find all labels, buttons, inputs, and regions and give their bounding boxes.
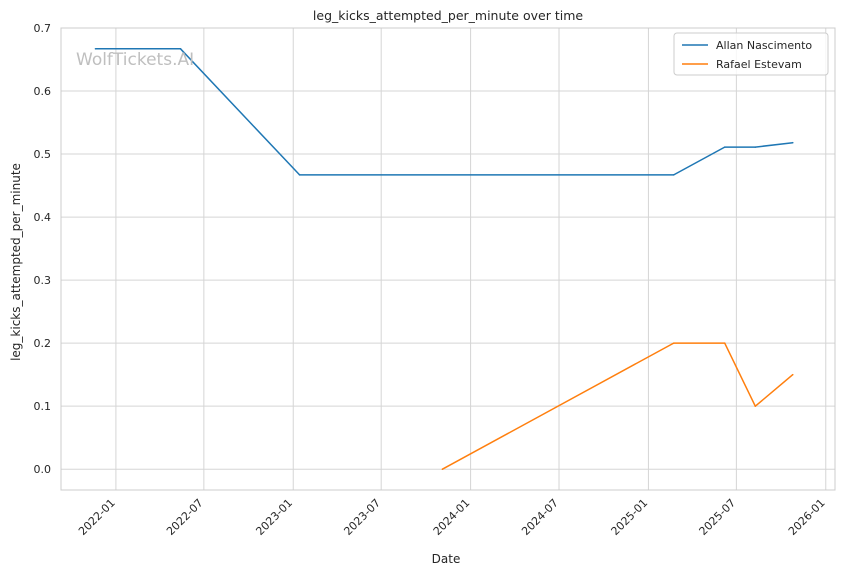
series-lines bbox=[94, 47, 794, 471]
data-point bbox=[298, 174, 301, 176]
data-point bbox=[179, 47, 182, 50]
y-tick-label: 0.0 bbox=[34, 463, 52, 476]
y-tick-label: 0.4 bbox=[34, 211, 52, 224]
legend-box bbox=[673, 32, 829, 76]
plot-area-frame bbox=[60, 27, 836, 491]
data-point bbox=[94, 47, 97, 50]
data-point bbox=[754, 146, 757, 148]
data-point bbox=[791, 373, 794, 376]
data-point bbox=[754, 405, 757, 407]
data-point bbox=[441, 468, 444, 471]
data-point bbox=[723, 342, 726, 344]
y-axis-label: leg_kicks_attempted_per_minute bbox=[9, 163, 23, 361]
y-tick-label: 0.6 bbox=[34, 85, 52, 98]
legend-label-allan-nascimento: Allan Nascimento bbox=[716, 39, 812, 52]
y-tick-label: 0.3 bbox=[34, 274, 52, 287]
data-point bbox=[723, 146, 726, 148]
y-tick-label: 0.7 bbox=[34, 22, 52, 35]
x-axis-label: Date bbox=[432, 552, 461, 566]
y-tick-label: 0.5 bbox=[34, 148, 52, 161]
y-tick-label: 0.1 bbox=[34, 400, 52, 413]
grid-lines bbox=[61, 27, 835, 490]
data-point bbox=[791, 141, 794, 144]
legend-label-rafael-estevam: Rafael Estevam bbox=[716, 58, 802, 71]
data-point bbox=[672, 174, 675, 176]
chart-title: leg_kicks_attempted_per_minute over time bbox=[313, 8, 583, 23]
y-tick-label: 0.2 bbox=[34, 337, 52, 350]
watermark-text: WolfTickets.AI bbox=[76, 50, 194, 70]
data-point bbox=[672, 342, 675, 344]
legend: Allan Nascimento Rafael Estevam bbox=[673, 32, 829, 76]
